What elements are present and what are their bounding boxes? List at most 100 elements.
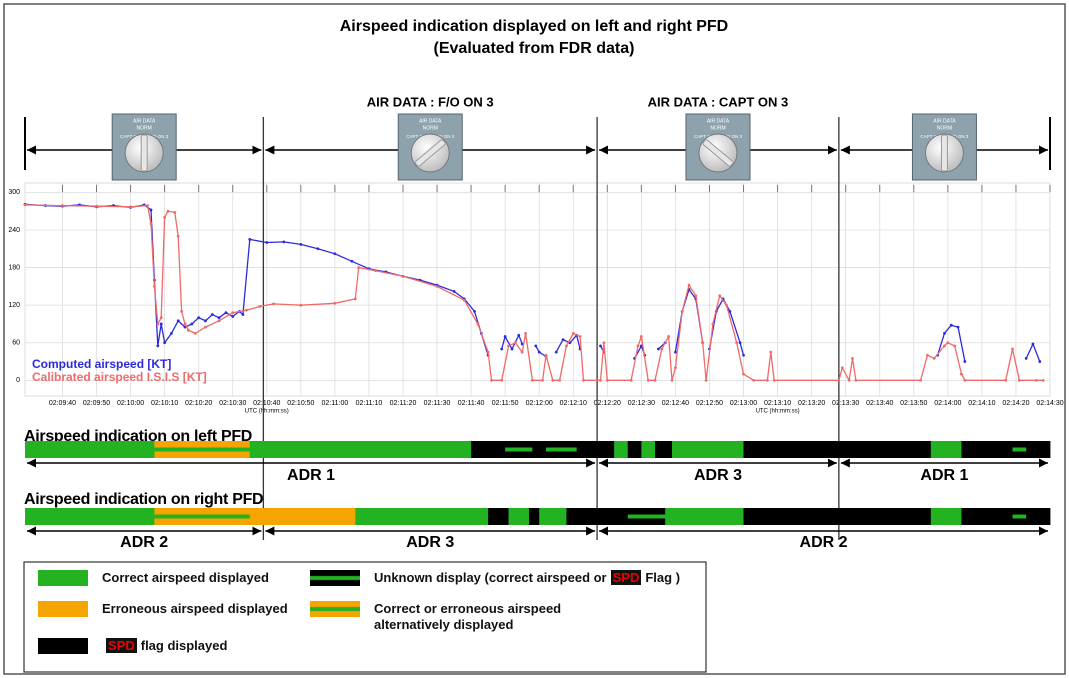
status-segment — [665, 508, 744, 525]
series-point — [565, 344, 568, 348]
adr-label: ADR 2 — [800, 534, 848, 551]
legend-swatch — [38, 570, 88, 586]
series-point — [187, 328, 190, 332]
legend-text: Erroneous airspeed displayed — [102, 601, 288, 617]
legend-text: Correct or erroneous airspeed alternativ… — [374, 601, 630, 633]
x-tick-label: 02:13:00 — [730, 400, 757, 407]
series-point — [204, 319, 207, 323]
legend-item: SPD flag displayed — [38, 638, 438, 654]
series-point — [571, 331, 575, 335]
series-point — [534, 344, 538, 348]
legend-label: Correct or erroneous airspeed alternativ… — [374, 601, 562, 632]
series-legend-label: Computed airspeed [KT] — [32, 357, 171, 371]
y-tick-label: 300 — [8, 189, 20, 196]
x-tick-label: 02:09:40 — [49, 400, 76, 407]
series-point — [153, 284, 156, 288]
series-point — [926, 353, 929, 357]
status-segment — [641, 441, 656, 458]
status-segment — [930, 508, 962, 525]
status-segment — [743, 508, 932, 525]
status-segment — [654, 441, 673, 458]
series-point — [149, 222, 153, 226]
series-point — [701, 341, 705, 345]
series-point — [765, 378, 769, 382]
series-point — [680, 310, 684, 313]
series-point — [176, 319, 180, 323]
series-point — [660, 347, 664, 351]
status-segment — [961, 508, 1013, 525]
series-point — [752, 378, 756, 382]
status-segment — [614, 441, 629, 458]
adr-label: ADR 1 — [920, 467, 968, 484]
series-point — [742, 372, 745, 376]
x-tick-label: 02:10:40 — [253, 400, 280, 407]
status-segment — [249, 441, 472, 458]
status-segment — [355, 508, 489, 525]
series-point — [769, 350, 773, 354]
series-point — [61, 204, 64, 207]
series-point — [146, 204, 149, 207]
series-point — [500, 378, 504, 382]
selector-label: CAPT ON 3 — [920, 134, 944, 139]
series-point — [725, 303, 728, 307]
legend-swatch — [310, 570, 360, 586]
series-point — [718, 294, 722, 298]
x-tick-label: 02:13:10 — [764, 400, 791, 407]
series-point — [23, 203, 27, 207]
x-tick-label: 02:11:30 — [424, 400, 451, 407]
series-point — [435, 284, 439, 288]
selector-label: F/O ON 3 — [723, 134, 743, 139]
selector-pointer — [940, 134, 948, 172]
status-segment — [627, 441, 642, 458]
status-segment — [25, 441, 155, 458]
series-point — [943, 344, 946, 348]
selector-label: NORM — [937, 125, 952, 131]
series-point — [946, 341, 950, 345]
legend-item: Correct or erroneous airspeed alternativ… — [310, 601, 630, 633]
x-tick-label: 02:11:20 — [390, 400, 417, 407]
adr-label: ADR 3 — [406, 534, 454, 551]
series-point — [357, 266, 361, 269]
series-point — [837, 378, 841, 382]
series-point — [517, 333, 521, 337]
status-segment — [471, 441, 506, 458]
series-point — [943, 331, 946, 335]
series-point — [244, 308, 248, 312]
series-point — [578, 335, 582, 338]
adr-label: ADR 3 — [694, 467, 742, 484]
x-tick-label: 02:12:30 — [628, 400, 655, 407]
series-point — [772, 378, 776, 382]
series-point — [231, 315, 235, 318]
status-segment — [508, 508, 530, 525]
series-point — [963, 378, 967, 382]
x-tick-label: 02:13:30 — [832, 400, 859, 407]
series-point — [1011, 347, 1014, 351]
series-point — [180, 310, 184, 313]
series-point — [674, 366, 677, 370]
selector-pointer — [702, 139, 734, 167]
series-point — [350, 259, 354, 263]
series-point — [173, 211, 177, 214]
series-point — [282, 240, 286, 244]
series-point — [1017, 378, 1021, 382]
selector-label: AIR DATA — [707, 118, 730, 124]
status-segment — [1026, 441, 1051, 458]
series-point — [602, 341, 606, 345]
phase-header: AIR DATA : F/O ON 3 — [367, 94, 494, 109]
status-segment — [930, 441, 962, 458]
frame — [3, 3, 1066, 675]
series-point — [851, 357, 854, 360]
series-point — [224, 311, 228, 315]
series-point — [854, 378, 858, 382]
x-tick-label: 02:10:20 — [185, 400, 212, 407]
series-point — [653, 378, 657, 382]
selector-pointer — [140, 134, 148, 172]
legend-label: Unknown display (correct airspeed or — [374, 570, 607, 585]
series-point — [599, 378, 602, 382]
series-point — [217, 319, 221, 323]
series-point — [919, 378, 922, 382]
